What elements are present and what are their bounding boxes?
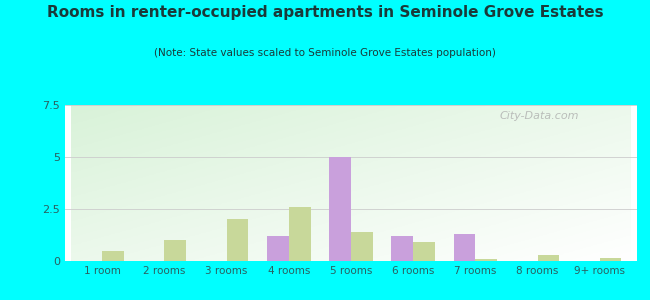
Text: (Note: State values scaled to Seminole Grove Estates population): (Note: State values scaled to Seminole G… bbox=[154, 48, 496, 58]
Bar bbox=[413, 242, 435, 261]
Bar bbox=[330, 157, 351, 261]
Bar bbox=[267, 236, 289, 261]
Bar bbox=[475, 259, 497, 261]
Bar bbox=[102, 250, 124, 261]
Text: City-Data.com: City-Data.com bbox=[500, 111, 579, 121]
Bar bbox=[391, 236, 413, 261]
Bar bbox=[538, 255, 559, 261]
Bar bbox=[164, 240, 187, 261]
Bar bbox=[600, 258, 621, 261]
Bar bbox=[454, 234, 475, 261]
Bar bbox=[289, 207, 311, 261]
Bar bbox=[351, 232, 372, 261]
Text: Rooms in renter-occupied apartments in Seminole Grove Estates: Rooms in renter-occupied apartments in S… bbox=[47, 4, 603, 20]
Bar bbox=[227, 219, 248, 261]
